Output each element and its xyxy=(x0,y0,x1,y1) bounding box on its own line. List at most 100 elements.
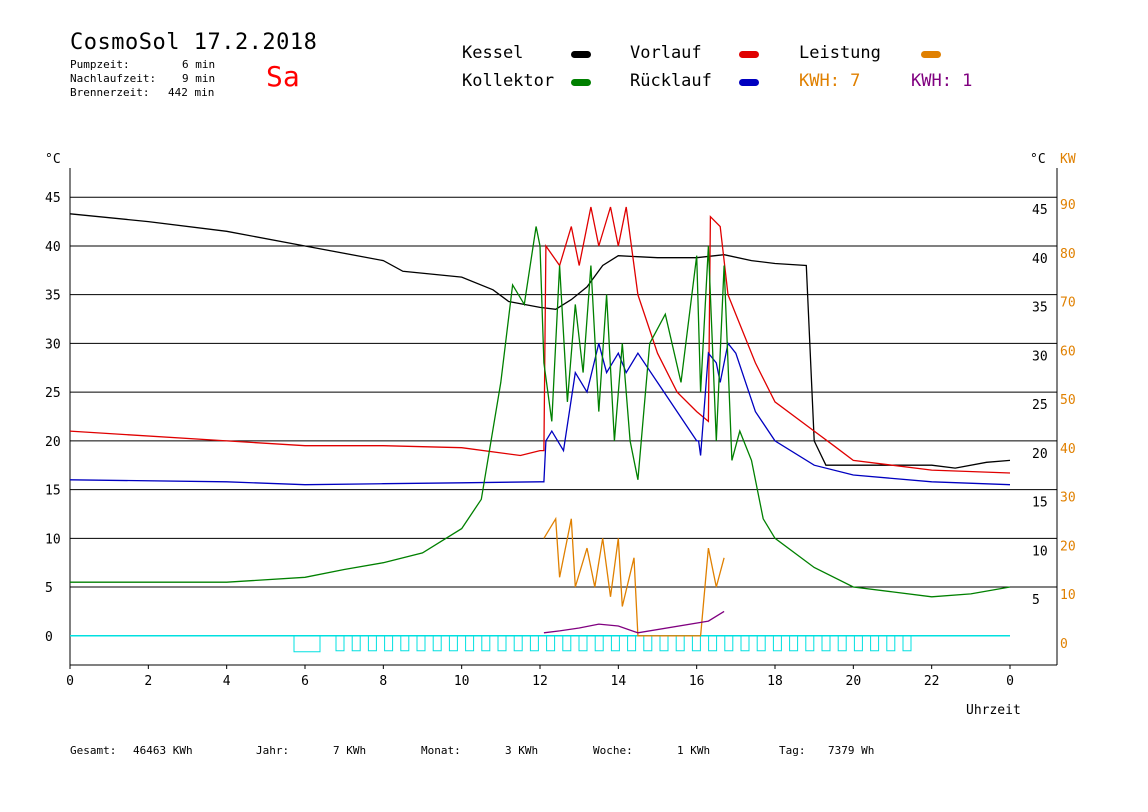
series-r-cklauf xyxy=(69,341,1011,486)
cyan-box xyxy=(546,635,556,652)
cyan-box xyxy=(708,635,718,652)
y-power-tick-label: 10 xyxy=(1060,588,1076,603)
cyan-box xyxy=(594,635,604,652)
cyan-box xyxy=(416,635,426,652)
x-tick-label: 0 xyxy=(1006,674,1014,689)
y-power-tick-label: 0 xyxy=(1060,637,1068,652)
legend-kollektor-swatch xyxy=(571,79,591,86)
y-left-tick-label: 30 xyxy=(45,337,61,352)
y-right-tick-label: 35 xyxy=(1032,301,1048,316)
x-tick-label: 2 xyxy=(144,674,152,689)
series-leistung2 xyxy=(543,610,725,634)
cyan-box xyxy=(432,635,442,652)
cyan-box xyxy=(293,635,321,653)
cyan-box xyxy=(627,635,637,652)
x-tick-label: 10 xyxy=(454,674,470,689)
y-left-tick-label: 35 xyxy=(45,289,61,304)
x-tick-label: 22 xyxy=(924,674,940,689)
cyan-box xyxy=(805,635,815,652)
cyan-box xyxy=(448,635,458,652)
y-power-tick-label: 30 xyxy=(1060,491,1076,506)
y-right-tick-label: 15 xyxy=(1032,496,1048,511)
y-power-tick-label: 70 xyxy=(1060,296,1076,311)
footer-tag-label: Tag: xyxy=(779,744,806,757)
y-power-tick-label: 90 xyxy=(1060,198,1076,213)
x-tick-label: 4 xyxy=(223,674,231,689)
cyan-box xyxy=(772,635,782,652)
cyan-box xyxy=(513,635,523,652)
x-tick-label: 6 xyxy=(301,674,309,689)
weekday-label: Sa xyxy=(266,60,300,93)
x-tick-label: 0 xyxy=(66,674,74,689)
footer-gesamt-label: Gesamt: xyxy=(70,744,117,757)
cyan-box xyxy=(562,635,572,652)
legend-kollektor-label: Kollektor xyxy=(462,71,555,91)
cyan-box xyxy=(853,635,863,652)
cyan-box xyxy=(384,635,394,652)
x-tick-label: 14 xyxy=(611,674,627,689)
series-kollektor xyxy=(70,226,1011,598)
cyan-box xyxy=(756,635,766,652)
chart-tick-labels: 0 2 4 6 8 10 12 14 16 18 20 22 0 0 5 10 15 20 25 30 35 40 45 5 1… xyxy=(45,152,1076,718)
cyan-box xyxy=(610,635,620,652)
cyan-box xyxy=(481,635,491,652)
cyan-box xyxy=(870,635,880,652)
footer-monat-value: 3 KWh xyxy=(505,744,539,757)
stat-pumpzeit-value: 6 min xyxy=(182,58,216,71)
legend-kwh1: KWH: 7 xyxy=(799,71,861,91)
y-power-tick-label: 40 xyxy=(1060,442,1076,457)
y-power-tick-label: 80 xyxy=(1060,247,1076,262)
x-tick-label: 20 xyxy=(846,674,862,689)
legend-kessel-label: Kessel xyxy=(462,43,524,63)
y-left-tick-label: 10 xyxy=(45,532,61,547)
y-right-tick-label: 5 xyxy=(1032,593,1040,608)
stat-brenner-label: Brennerzeit: xyxy=(70,86,150,99)
y-left-tick-label: 5 xyxy=(45,581,53,596)
y-right-tick-label: 20 xyxy=(1032,447,1048,462)
y-power-unit: KW xyxy=(1060,152,1076,167)
cyan-box xyxy=(643,635,653,652)
cyan-box xyxy=(886,635,896,652)
y-left-tick-label: 20 xyxy=(45,435,61,450)
legend-ruecklauf-label: Rücklauf xyxy=(630,71,712,91)
legend-vorlauf-label: Vorlauf xyxy=(630,43,702,63)
chart-series xyxy=(69,206,1011,637)
cyan-box xyxy=(724,635,734,652)
cyan-box xyxy=(902,635,912,652)
x-axis-label: Uhrzeit xyxy=(966,703,1021,718)
cyan-box xyxy=(465,635,475,652)
y-right-tick-label: 40 xyxy=(1032,252,1048,267)
y-right-tick-label: 10 xyxy=(1032,544,1048,559)
cyan-box xyxy=(691,635,701,652)
series-leistung xyxy=(543,516,725,637)
cyan-box xyxy=(740,635,750,652)
chart-grid xyxy=(70,196,1057,588)
stat-brenner-value: 442 min xyxy=(168,86,215,99)
cyan-status-band xyxy=(70,635,1010,653)
cyan-box xyxy=(400,635,410,652)
y-right-tick-label: 30 xyxy=(1032,349,1048,364)
x-tick-label: 18 xyxy=(767,674,783,689)
footer-monat-label: Monat: xyxy=(421,744,461,757)
footer-woche-value: 1 KWh xyxy=(677,744,711,757)
stat-nachlauf-label: Nachlaufzeit: xyxy=(70,72,157,85)
stat-nachlauf-value: 9 min xyxy=(182,72,216,85)
cyan-box xyxy=(675,635,685,652)
legend-leistung-label: Leistung xyxy=(799,43,881,63)
cyan-box xyxy=(789,635,799,652)
footer-woche-label: Woche: xyxy=(593,744,633,757)
y-right-unit: °C xyxy=(1030,152,1046,167)
legend-leistung-swatch xyxy=(921,51,941,58)
stat-pumpzeit-label: Pumpzeit: xyxy=(70,58,130,71)
legend-kwh2: KWH: 1 xyxy=(911,71,973,91)
y-left-tick-label: 0 xyxy=(45,630,53,645)
footer-gesamt-value: 46463 KWh xyxy=(133,744,193,757)
page-title: CosmoSol 17.2.2018 xyxy=(70,30,318,55)
y-left-tick-label: 25 xyxy=(45,386,61,401)
y-left-unit: °C xyxy=(45,152,61,167)
cyan-box xyxy=(837,635,847,652)
cyan-box xyxy=(821,635,831,652)
x-tick-label: 16 xyxy=(689,674,705,689)
cyan-box xyxy=(497,635,507,652)
